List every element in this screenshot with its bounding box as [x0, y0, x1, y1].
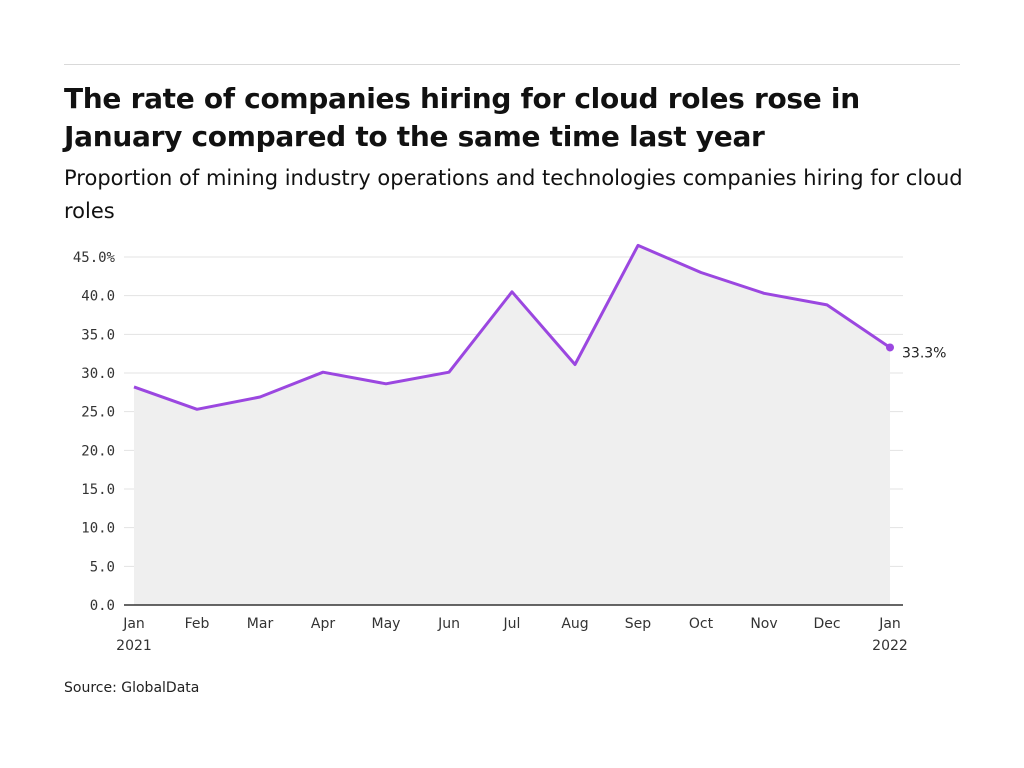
x-tick-label: Jul: [503, 616, 521, 632]
x-tick-label: May: [372, 616, 401, 632]
area-fill: [134, 245, 890, 605]
y-tick-label: 40.0: [81, 289, 115, 305]
y-axis-ticks: 0.0 5.0 10.0 15.0 20.0 25.0 30.0 35.0 40.0 45.0%: [73, 250, 116, 614]
x-tick-label: Aug: [561, 616, 588, 632]
y-tick-label: 30.0: [81, 366, 115, 382]
top-divider: [64, 64, 960, 65]
x-tick-label: Jan 2021: [116, 616, 152, 654]
x-tick-label: Jan 2022: [872, 616, 908, 654]
x-tick-label: Jun: [437, 616, 460, 632]
chart-title: The rate of companies hiring for cloud r…: [64, 82, 860, 153]
end-value-label: 33.3%: [902, 345, 946, 361]
x-tick-label: Feb: [185, 616, 210, 632]
y-tick-label: 0.0: [90, 598, 115, 614]
chart-subtitle: Proportion of mining industry operations…: [64, 166, 963, 223]
x-tick-label: Oct: [689, 616, 714, 632]
y-tick-label: 25.0: [81, 405, 115, 421]
x-tick-label: Sep: [625, 616, 652, 632]
y-tick-label: 45.0%: [73, 250, 116, 266]
y-tick-label: 20.0: [81, 443, 115, 459]
x-tick-label: Nov: [750, 616, 777, 632]
y-tick-label: 10.0: [81, 521, 115, 537]
x-tick-label: Mar: [247, 616, 274, 632]
x-tick-label: Dec: [813, 616, 840, 632]
y-tick-label: 15.0: [81, 482, 115, 498]
y-tick-label: 5.0: [90, 559, 115, 575]
source-note: Source: GlobalData: [64, 680, 200, 696]
end-point-marker: [886, 343, 894, 352]
series-line: [133, 243, 891, 411]
y-tick-label: 35.0: [81, 327, 115, 343]
x-tick-label: Apr: [311, 616, 335, 632]
data-points: [886, 343, 894, 352]
x-axis-ticks: Jan 2021 Feb Mar Apr May Jun Jul Aug Sep Oct Nov Dec…: [116, 616, 908, 654]
